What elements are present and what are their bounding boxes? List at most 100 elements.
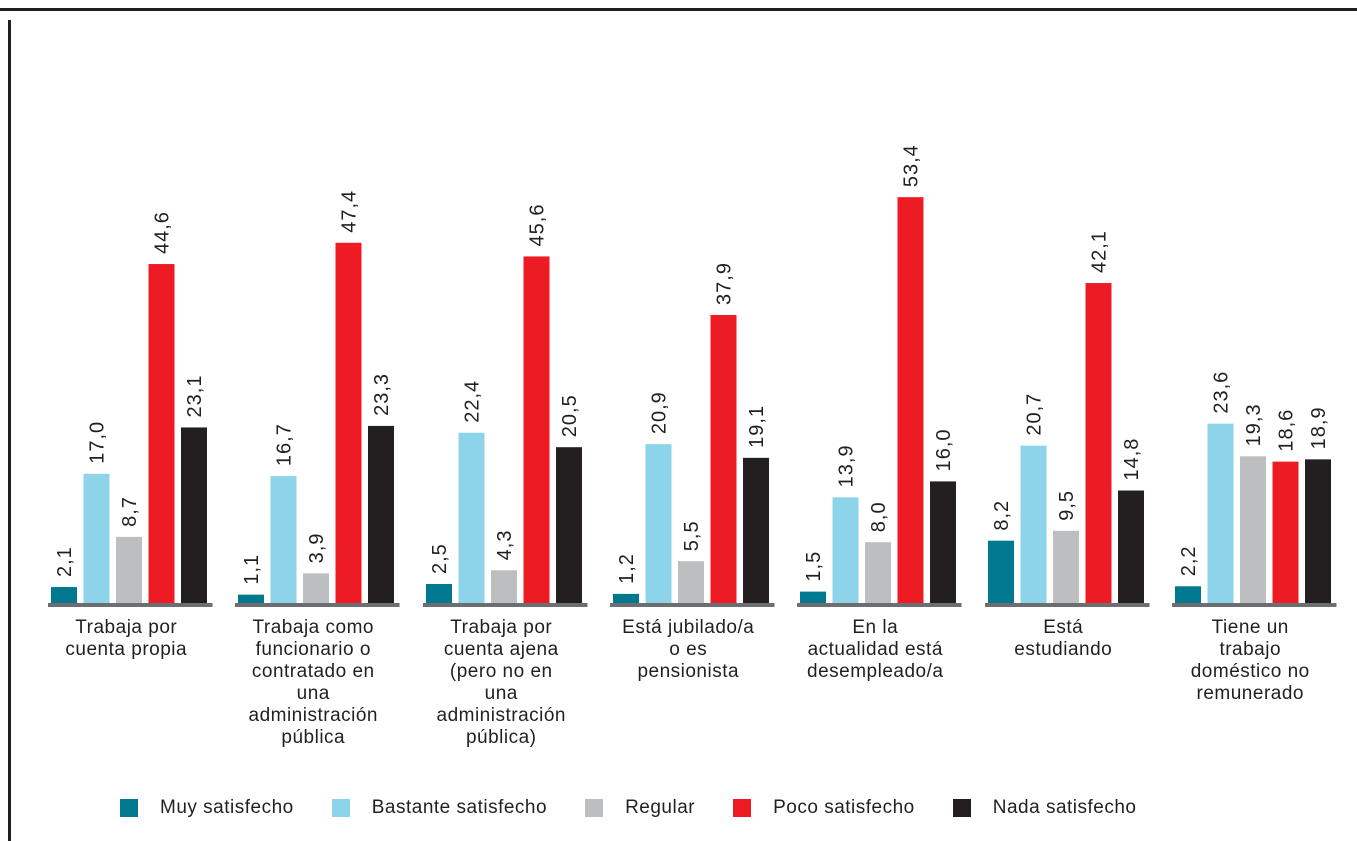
category-label-line: contratado en bbox=[251, 661, 375, 682]
category-label-line: Trabaja por bbox=[75, 617, 178, 638]
bar-1-0 bbox=[238, 594, 264, 603]
category-label-line: remunerado bbox=[1196, 683, 1304, 704]
bar-0-4 bbox=[181, 427, 207, 603]
category-label-4: En la actualidad está desempleado/a bbox=[785, 617, 965, 683]
bar-6-0 bbox=[1175, 586, 1201, 603]
data-label-6-2: 19,3 bbox=[1243, 403, 1265, 446]
data-label-3-2: 5,5 bbox=[681, 520, 703, 551]
data-label-2-3: 45,6 bbox=[527, 204, 549, 247]
category-label-line: desempleado/a bbox=[807, 661, 944, 682]
bar-0-1 bbox=[83, 473, 110, 603]
axis-segment-1 bbox=[235, 603, 400, 607]
frame-top-border bbox=[0, 8, 1357, 11]
axis-segment-0 bbox=[48, 603, 213, 607]
legend-swatch bbox=[952, 799, 971, 817]
data-label-1-4: 23,3 bbox=[371, 373, 393, 416]
category-label-6: Tiene un trabajo doméstico no remunerado bbox=[1160, 617, 1340, 705]
axis-segment-3 bbox=[610, 603, 775, 607]
bar-4-1 bbox=[832, 497, 859, 603]
category-label-line: pensionista bbox=[637, 661, 740, 682]
axis-segment-2 bbox=[423, 603, 588, 607]
data-label-0-3: 44,6 bbox=[152, 211, 174, 254]
category-label-line: Tiene un bbox=[1211, 617, 1289, 638]
data-label-2-1: 22,4 bbox=[462, 380, 484, 423]
bar-1-2 bbox=[303, 573, 329, 603]
data-label-6-1: 23,6 bbox=[1211, 371, 1233, 414]
category-label-0: Trabaja por cuenta propia bbox=[36, 617, 216, 661]
category-label-1: Trabaja como funcionario o contratado en un… bbox=[223, 617, 403, 749]
category-label-3: Está jubilado/a o es pensionista bbox=[598, 617, 778, 683]
bar-3-3 bbox=[710, 314, 737, 603]
bar-2-0 bbox=[426, 584, 452, 603]
data-label-4-0: 1,5 bbox=[803, 551, 825, 582]
bar-3-1 bbox=[645, 444, 672, 603]
legend-swatch bbox=[733, 799, 752, 817]
data-label-6-0: 2,2 bbox=[1178, 545, 1200, 576]
legend-item-3: Poco satisfecho bbox=[733, 797, 915, 819]
axis-segment-6 bbox=[1172, 603, 1337, 607]
bar-4-3 bbox=[897, 197, 924, 603]
bar-0-0 bbox=[51, 587, 77, 603]
data-label-4-1: 13,9 bbox=[836, 444, 858, 487]
bar-5-4 bbox=[1118, 490, 1144, 603]
bar-2-4 bbox=[556, 447, 582, 603]
category-label-line: funcionario o bbox=[255, 639, 371, 660]
bar-4-0 bbox=[800, 591, 826, 603]
category-label-line: una bbox=[484, 683, 518, 704]
data-label-1-1: 16,7 bbox=[274, 423, 296, 466]
data-label-0-0: 2,1 bbox=[54, 546, 76, 577]
data-label-2-2: 4,3 bbox=[494, 530, 516, 561]
data-label-6-4: 18,9 bbox=[1308, 406, 1330, 449]
category-label-line: administración bbox=[436, 705, 566, 726]
category-label-line: estudiando bbox=[1014, 639, 1113, 660]
bar-5-3 bbox=[1085, 283, 1112, 603]
data-label-6-3: 18,6 bbox=[1276, 409, 1298, 452]
bar-2-2 bbox=[491, 570, 517, 603]
legend-label: Muy satisfecho bbox=[160, 797, 294, 818]
frame-left-border bbox=[8, 20, 11, 841]
data-label-1-0: 1,1 bbox=[241, 554, 263, 585]
legend: Muy satisfecho Bastante satisfecho Regular… bbox=[120, 796, 1320, 820]
category-label-line: doméstico no bbox=[1190, 661, 1310, 682]
category-label-line: Está bbox=[1043, 617, 1084, 638]
category-label-line: o es bbox=[669, 639, 708, 660]
bar-0-3 bbox=[148, 264, 175, 603]
bar-3-4 bbox=[743, 457, 769, 603]
data-label-4-2: 8,0 bbox=[868, 501, 890, 532]
category-label-line: Está jubilado/a bbox=[622, 617, 755, 638]
bar-1-1 bbox=[270, 476, 297, 603]
category-label-line: cuenta ajena bbox=[443, 639, 559, 660]
data-label-3-3: 37,9 bbox=[714, 262, 736, 305]
legend-item-0: Muy satisfecho bbox=[120, 797, 294, 819]
bar-6-3 bbox=[1272, 461, 1299, 603]
category-label-line: En la bbox=[852, 617, 899, 638]
category-label-line: pública bbox=[281, 727, 346, 748]
bar-6-2 bbox=[1240, 456, 1266, 603]
bar-5-1 bbox=[1020, 445, 1047, 603]
data-label-3-0: 1,2 bbox=[616, 553, 638, 584]
axis-segment-4 bbox=[797, 603, 962, 607]
data-label-3-1: 20,9 bbox=[649, 391, 671, 434]
legend-swatch bbox=[331, 799, 350, 817]
category-label-2: Trabaja por cuenta ajena (pero no en una adm… bbox=[411, 617, 591, 749]
data-label-0-4: 23,1 bbox=[184, 375, 206, 418]
bar-6-4 bbox=[1305, 459, 1331, 603]
data-label-4-3: 53,4 bbox=[901, 144, 923, 187]
legend-item-2: Regular bbox=[585, 797, 695, 819]
legend-label: Nada satisfecho bbox=[992, 797, 1137, 818]
legend-swatch bbox=[585, 799, 604, 817]
legend-label: Regular bbox=[625, 797, 696, 818]
data-label-2-0: 2,5 bbox=[429, 543, 451, 574]
legend-label: Poco satisfecho bbox=[773, 797, 915, 818]
category-label-line: pública) bbox=[465, 727, 537, 748]
category-label-line: (pero no en bbox=[449, 661, 553, 682]
bar-3-2 bbox=[678, 561, 704, 603]
category-label-line: actualidad está bbox=[807, 639, 943, 660]
data-label-4-4: 16,0 bbox=[933, 428, 955, 471]
data-label-5-0: 8,2 bbox=[991, 500, 1013, 531]
data-label-5-2: 9,5 bbox=[1056, 490, 1078, 521]
bar-2-1 bbox=[458, 432, 485, 603]
bar-3-0 bbox=[613, 593, 639, 603]
bar-4-4 bbox=[930, 481, 956, 603]
